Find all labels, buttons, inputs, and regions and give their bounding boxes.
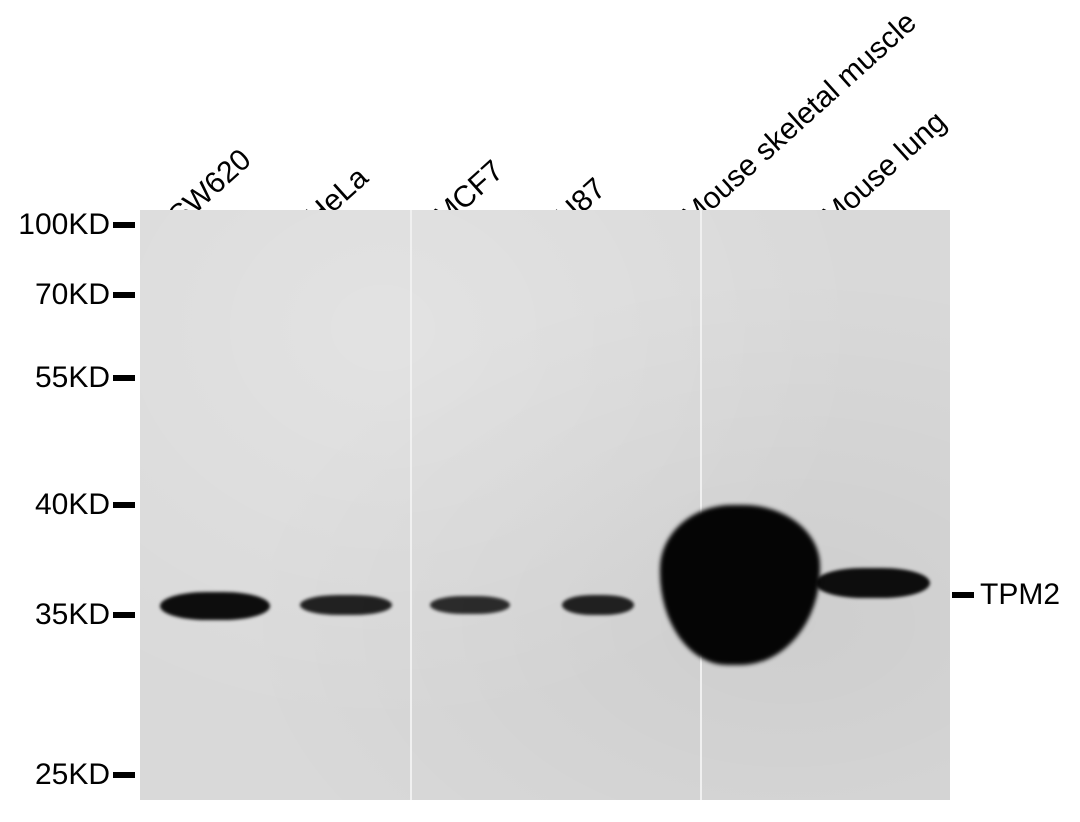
marker-label: 25KD [0, 758, 110, 792]
membrane-background [140, 210, 950, 800]
western-blot-figure: 100KD70KD55KD40KD35KD25KD SW620HeLaMCF7U… [0, 0, 1080, 822]
marker-tick [113, 222, 135, 228]
marker-label: 35KD [0, 598, 110, 632]
protein-name-label: TPM2 [980, 578, 1060, 612]
lane-label: Mouse skeletal muscle [675, 6, 923, 234]
membrane-splice-line [410, 210, 412, 800]
protein-tick [952, 592, 974, 598]
marker-tick [113, 772, 135, 778]
protein-band [815, 568, 930, 598]
marker-tick [113, 502, 135, 508]
protein-band [562, 595, 634, 615]
blot-membrane [140, 210, 950, 800]
protein-band [430, 596, 510, 614]
protein-band [160, 592, 270, 620]
marker-label: 70KD [0, 278, 110, 312]
membrane-splice-line [700, 210, 702, 800]
marker-tick [113, 612, 135, 618]
marker-label: 100KD [0, 208, 110, 242]
marker-tick [113, 375, 135, 381]
protein-band [300, 595, 392, 615]
marker-label: 40KD [0, 488, 110, 522]
marker-tick [113, 292, 135, 298]
marker-label: 55KD [0, 361, 110, 395]
